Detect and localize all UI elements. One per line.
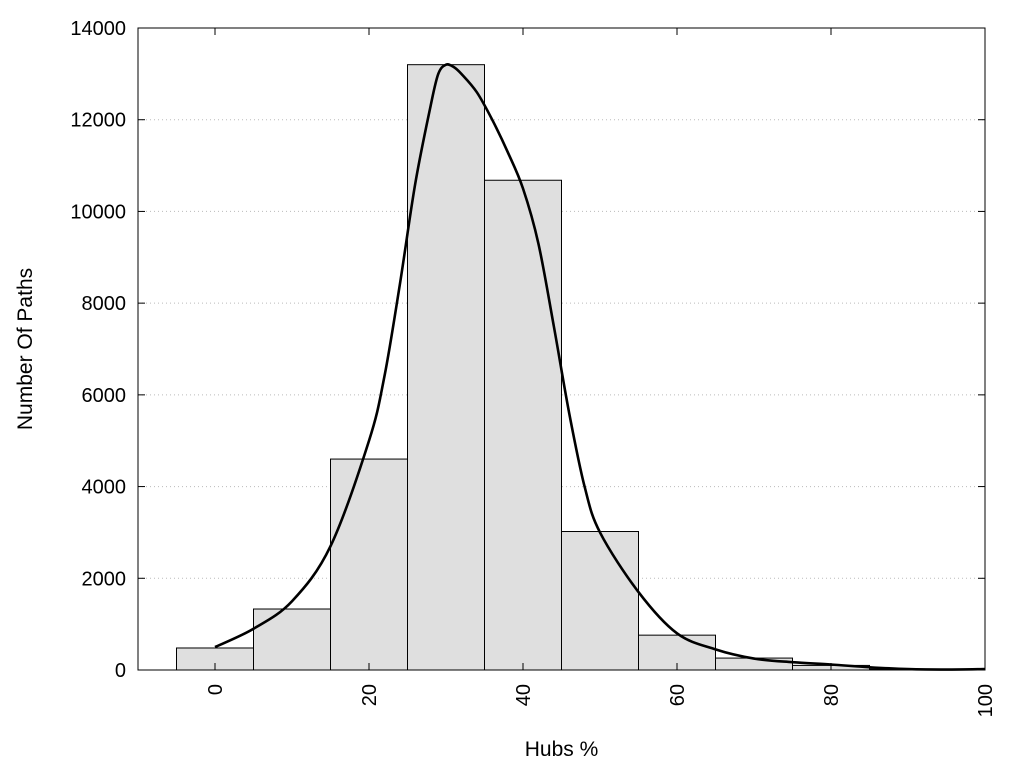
y-tick-label: 0	[115, 660, 126, 682]
plot-frame	[137, 27, 986, 671]
histogram-bar	[484, 179, 562, 671]
y-tick-label: 10000	[70, 201, 126, 223]
histogram-bars	[176, 64, 947, 671]
histogram-bar	[407, 64, 485, 671]
x-tick-label: 0	[205, 684, 227, 695]
density-curve	[214, 63, 986, 671]
x-axis-title: Hubs %	[525, 738, 599, 761]
histogram-bar	[330, 458, 408, 671]
density-curve-line	[214, 63, 986, 671]
axis-ticks: 0 2000 4000 6000 8000 10000 12000 14000 0 20 40 60 8…	[70, 18, 997, 717]
y-tick-label: 6000	[82, 385, 127, 407]
y-tick-label: 4000	[82, 477, 127, 499]
histogram-bar	[561, 531, 639, 671]
x-tick-label: 40	[513, 684, 535, 706]
histogram-bar	[715, 657, 793, 671]
y-tick-label: 2000	[82, 568, 127, 590]
y-tick-label: 8000	[82, 293, 127, 315]
x-tick-label: 20	[359, 684, 381, 706]
y-axis-title: Number Of Paths	[14, 268, 37, 430]
histogram-bar	[253, 608, 331, 671]
x-tick-label: 60	[667, 684, 689, 706]
x-tick-label: 80	[821, 684, 843, 706]
y-tick-label: 12000	[70, 110, 126, 132]
y-tick-label: 14000	[70, 18, 126, 40]
x-tick-label: 100	[975, 684, 997, 717]
